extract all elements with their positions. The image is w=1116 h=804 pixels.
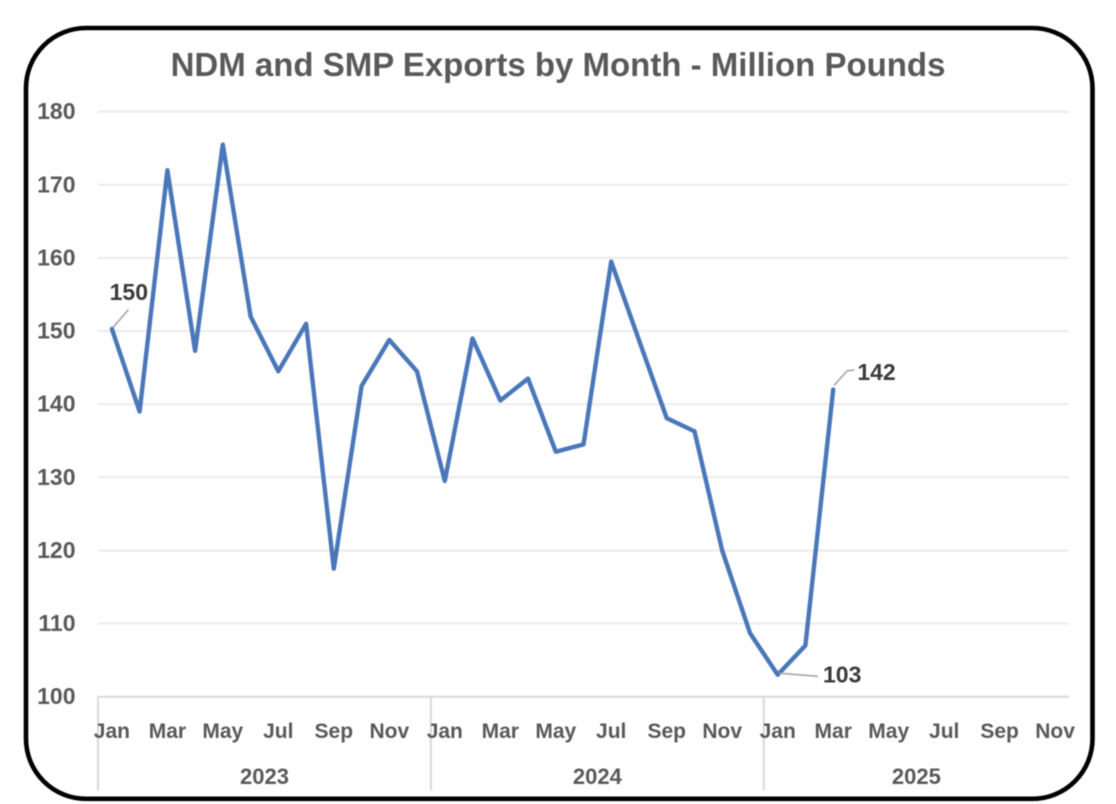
svg-text:Jul: Jul	[596, 720, 626, 743]
svg-text:100: 100	[37, 683, 75, 709]
svg-text:Sep: Sep	[980, 720, 1019, 743]
svg-text:Jan: Jan	[94, 720, 130, 743]
svg-text:Nov: Nov	[702, 720, 742, 743]
svg-text:170: 170	[37, 171, 75, 197]
svg-text:140: 140	[37, 391, 75, 417]
svg-text:May: May	[868, 720, 909, 743]
svg-text:110: 110	[38, 610, 75, 636]
svg-text:103: 103	[823, 662, 861, 688]
svg-text:May: May	[535, 720, 576, 743]
svg-text:Mar: Mar	[149, 720, 186, 743]
svg-text:150: 150	[37, 318, 75, 344]
svg-text:142: 142	[857, 359, 895, 385]
svg-text:May: May	[202, 720, 243, 743]
svg-text:NDM and SMP Exports by Month -: NDM and SMP Exports by Month - Million P…	[171, 46, 946, 83]
svg-text:Jan: Jan	[760, 720, 796, 743]
svg-text:Jul: Jul	[929, 720, 959, 743]
svg-text:Sep: Sep	[315, 720, 354, 743]
svg-text:Jul: Jul	[263, 720, 293, 743]
svg-text:Sep: Sep	[647, 720, 686, 743]
svg-text:2023: 2023	[240, 764, 289, 789]
svg-text:2024: 2024	[573, 764, 623, 789]
svg-text:160: 160	[37, 244, 75, 270]
svg-text:Nov: Nov	[1035, 720, 1075, 743]
svg-text:130: 130	[37, 464, 75, 490]
svg-text:180: 180	[37, 98, 75, 124]
svg-text:Jan: Jan	[427, 720, 463, 743]
svg-text:120: 120	[37, 537, 75, 563]
svg-text:Mar: Mar	[482, 720, 519, 743]
svg-text:Mar: Mar	[815, 720, 852, 743]
svg-text:2025: 2025	[892, 764, 941, 789]
svg-text:Nov: Nov	[369, 720, 409, 743]
svg-text:150: 150	[110, 279, 148, 305]
